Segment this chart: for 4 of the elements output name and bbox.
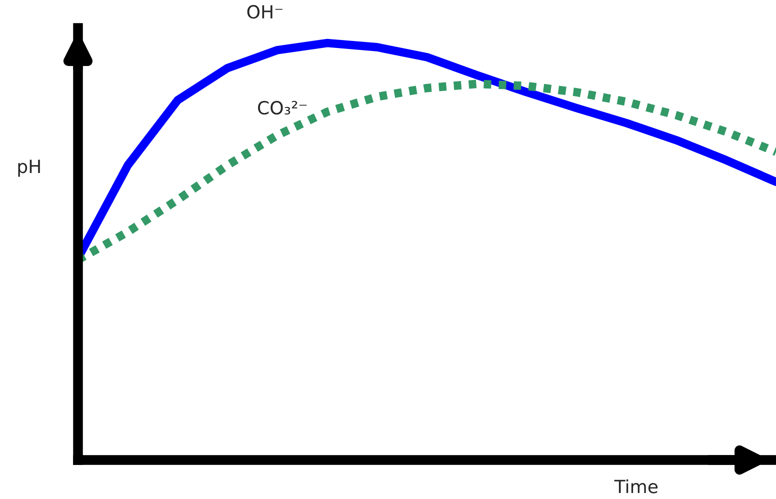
x-axis-title: Time [614,479,658,494]
y-axis-title: pH [18,160,40,177]
series-label: CO₃²⁻ [258,100,307,115]
series-label: OH⁻ [247,4,282,19]
